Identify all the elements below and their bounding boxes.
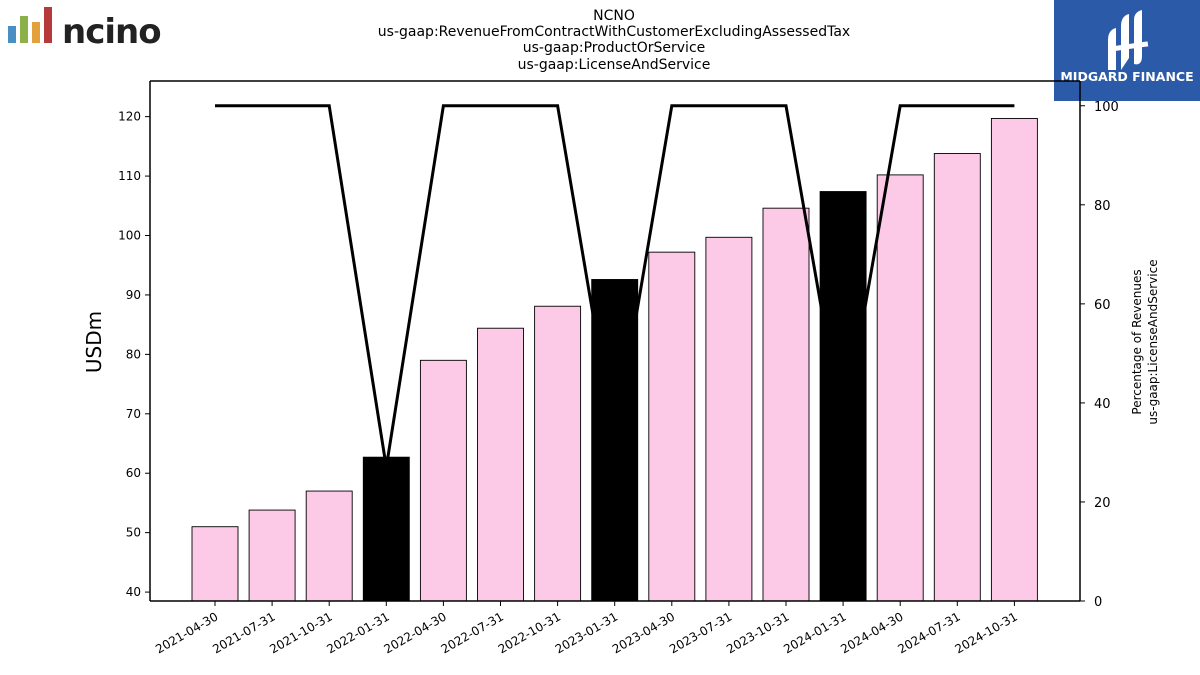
x-tick-label-2023-04-30: 2023-04-30 <box>610 609 677 656</box>
y-tick-label-40: 40 <box>126 585 141 599</box>
y-tick-label-120: 120 <box>118 110 141 124</box>
y-axis-label-right-line-1: Percentage of Revenues <box>1130 269 1144 414</box>
x-tick-label-2023-07-31: 2023-07-31 <box>667 609 734 656</box>
logo-bar-2 <box>20 16 28 43</box>
y-right-tick-label-40: 40 <box>1094 397 1111 412</box>
y-right-tick-label-80: 80 <box>1094 199 1111 214</box>
y-tick-label-80: 80 <box>126 347 141 361</box>
right-y-axis-ticks: 0 20 40 60 80 100 <box>1080 100 1119 610</box>
bar-2023-07-31 <box>705 236 753 602</box>
x-tick-label-2021-10-31: 2021-10-31 <box>267 609 334 656</box>
bar-2021-07-31 <box>248 509 296 602</box>
y-right-tick-label-20: 20 <box>1094 496 1111 511</box>
bar-2023-04-30 <box>648 251 696 602</box>
title-line-2: us-gaap:RevenueFromContractWithCustomerE… <box>378 24 850 40</box>
x-tick-label-2022-04-30: 2022-04-30 <box>381 609 448 656</box>
logo-bar-3 <box>32 22 40 43</box>
y-right-tick-label-0: 0 <box>1094 595 1102 610</box>
bar-2024-01-31 <box>819 191 867 602</box>
logo-company-name: MIDGARD FINANCE <box>1060 69 1193 84</box>
x-tick-label-2024-07-31: 2024-07-31 <box>895 609 962 656</box>
bar-2022-01-31 <box>362 456 410 602</box>
y-right-tick-label-100: 100 <box>1094 100 1119 115</box>
midgard-emblem-icon <box>1108 10 1149 70</box>
bar-2024-04-30 <box>876 174 924 602</box>
midgard-finance-logo: MIDGARD FINANCE <box>1054 0 1200 101</box>
x-tick-label-2021-07-31: 2021-07-31 <box>210 609 277 656</box>
x-tick-label-2023-10-31: 2023-10-31 <box>724 609 791 656</box>
x-tick-label-2022-01-31: 2022-01-31 <box>324 609 391 656</box>
x-tick-label-2021-04-30: 2021-04-30 <box>153 609 220 656</box>
bar-2022-04-30 <box>419 359 467 602</box>
ncino-logo: ncino . <box>8 7 162 52</box>
title-line-1: NCNO <box>593 8 635 24</box>
bar-2024-07-31 <box>933 153 981 602</box>
percentage-line <box>215 104 1015 468</box>
x-tick-label-2023-01-31: 2023-01-31 <box>553 609 620 656</box>
logo-bar-1 <box>8 26 16 43</box>
bar-2022-07-31 <box>477 327 524 602</box>
x-tick-label-2024-10-31: 2024-10-31 <box>952 609 1019 656</box>
y-tick-label-70: 70 <box>126 407 141 421</box>
y-axis-label-left: USDm <box>82 311 106 373</box>
bar-2021-10-31 <box>305 490 353 602</box>
y-tick-label-100: 100 <box>118 229 141 243</box>
x-axis-ticks: 2021-04-302021-07-312021-10-312022-01-31… <box>153 601 1020 656</box>
bar-2024-10-31 <box>990 117 1038 602</box>
title-line-4: us-gaap:LicenseAndService <box>518 57 711 73</box>
y-right-tick-label-60: 60 <box>1094 298 1111 313</box>
x-tick-label-2022-07-31: 2022-07-31 <box>439 609 506 656</box>
x-tick-label-2024-04-30: 2024-04-30 <box>838 609 905 656</box>
logo-bar-4 <box>44 7 52 43</box>
y-tick-label-50: 50 <box>126 526 141 540</box>
chart-title: NCNO us-gaap:RevenueFromContractWithCust… <box>378 8 850 73</box>
left-y-axis-ticks: 40 50 60 70 80 90 100 110 120 <box>118 110 150 599</box>
y-tick-label-90: 90 <box>126 288 141 302</box>
logo-wordmark-suffix: . <box>149 35 153 46</box>
percentage-line-series <box>215 104 1015 468</box>
x-tick-label-2022-10-31: 2022-10-31 <box>496 609 563 656</box>
x-tick-label-2024-01-31: 2024-01-31 <box>781 609 848 656</box>
y-axis-label-right-line-2: us-gaap:LicenseAndService <box>1146 259 1160 424</box>
title-line-3: us-gaap:ProductOrService <box>523 40 706 56</box>
bar-series <box>191 117 1038 602</box>
y-tick-label-60: 60 <box>126 466 141 480</box>
bar-2021-04-30 <box>191 526 239 602</box>
bar-2022-10-31 <box>534 305 582 602</box>
bar-2023-10-31 <box>762 207 810 602</box>
y-tick-label-110: 110 <box>118 169 141 183</box>
logo-wordmark: ncino <box>62 12 161 52</box>
